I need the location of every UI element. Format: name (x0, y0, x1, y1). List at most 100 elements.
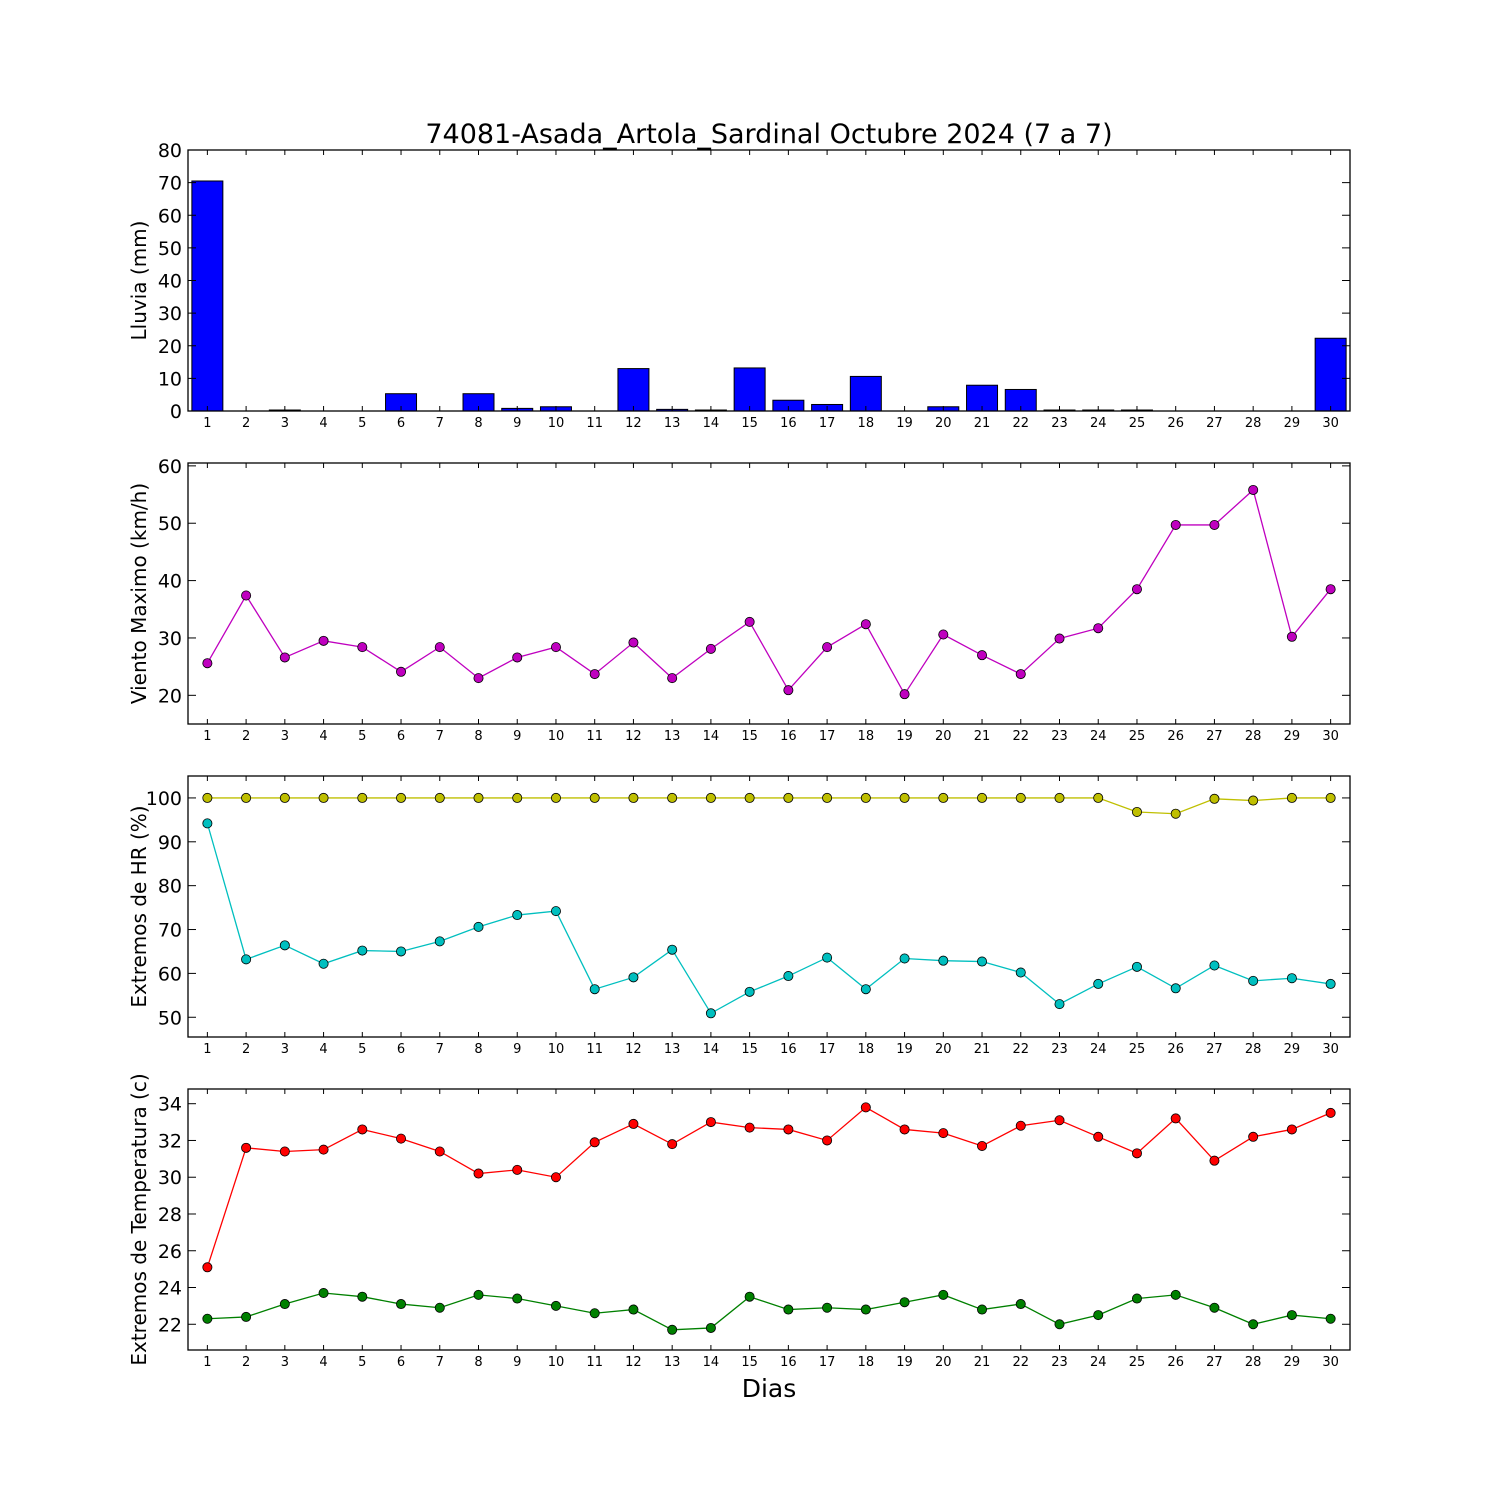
point-temp-2-5 (357, 1291, 368, 1302)
point-hr-2-13 (667, 944, 678, 955)
y-tick-label-rain: 60 (158, 205, 182, 227)
x-tick-label-hr: 30 (1322, 1042, 1339, 1057)
x-tick-label-temp: 17 (819, 1355, 836, 1370)
x-tick-label-wind: 26 (1167, 729, 1184, 744)
point-wind-1-11 (589, 669, 600, 680)
y-tick-label-wind: 60 (158, 456, 182, 478)
y-tick-label-wind: 20 (158, 685, 182, 707)
x-tick-label-hr: 17 (819, 1042, 836, 1057)
y-tick-label-hr: 90 (158, 832, 182, 854)
point-wind-1-1 (202, 658, 213, 669)
point-hr-2-8 (473, 921, 484, 932)
x-tick-label-temp: 23 (1051, 1355, 1068, 1370)
x-tick-label-wind: 22 (1012, 729, 1029, 744)
x-tick-label-hr: 21 (974, 1042, 991, 1057)
point-hr-2-5 (357, 945, 368, 956)
x-tick-label-hr: 19 (896, 1042, 913, 1057)
x-tick-label-wind: 3 (281, 729, 289, 744)
point-wind-1-3 (279, 652, 290, 663)
x-tick-label-wind: 29 (1284, 729, 1301, 744)
point-temp-1-23 (1054, 1115, 1065, 1126)
point-temp-1-17 (822, 1135, 833, 1146)
series-line-hr-2 (206, 823, 1331, 1015)
x-tick-label-wind: 10 (548, 729, 565, 744)
point-temp-1-7 (434, 1146, 445, 1157)
x-tick-label-rain: 13 (664, 416, 681, 431)
x-tick-label-temp: 13 (664, 1355, 681, 1370)
point-temp-1-19 (899, 1124, 910, 1135)
x-tick-label-temp: 27 (1206, 1355, 1223, 1370)
point-temp-2-28 (1248, 1319, 1259, 1330)
x-tick-label-hr: 18 (858, 1042, 875, 1057)
point-hr-2-14 (705, 1008, 716, 1019)
point-temp-2-19 (899, 1297, 910, 1308)
point-hr-1-22 (1015, 792, 1026, 803)
x-tick-label-hr: 10 (548, 1042, 565, 1057)
x-tick-label-wind: 17 (819, 729, 836, 744)
point-temp-1-28 (1248, 1131, 1259, 1142)
x-tick-label-rain: 20 (935, 416, 952, 431)
y-tick-label-hr: 60 (158, 963, 182, 985)
y-tick-label-rain: 70 (158, 173, 182, 195)
x-tick-label-temp: 2 (242, 1355, 250, 1370)
x-tick-label-wind: 24 (1090, 729, 1107, 744)
x-tick-label-rain: 10 (548, 416, 565, 431)
point-hr-1-17 (822, 792, 833, 803)
x-tick-label-rain: 28 (1245, 416, 1262, 431)
point-hr-2-22 (1015, 967, 1026, 978)
series-line-temp-2 (207, 1292, 1331, 1331)
x-tick-label-rain: 3 (281, 416, 289, 431)
x-tick-label-hr: 14 (703, 1042, 720, 1057)
point-temp-2-13 (667, 1324, 678, 1335)
x-tick-label-temp: 25 (1129, 1355, 1146, 1370)
point-temp-2-26 (1170, 1289, 1181, 1300)
x-tick-label-rain: 1 (203, 416, 211, 431)
x-tick-label-temp: 20 (935, 1355, 952, 1370)
point-temp-2-8 (473, 1289, 484, 1300)
point-temp-2-9 (512, 1293, 523, 1304)
point-temp-2-12 (628, 1304, 639, 1315)
point-temp-2-2 (241, 1311, 252, 1322)
x-tick-label-temp: 6 (397, 1355, 405, 1370)
x-tick-label-temp: 3 (281, 1355, 289, 1370)
point-temp-1-13 (667, 1139, 678, 1150)
y-tick-label-temp: 34 (158, 1094, 182, 1116)
x-tick-label-wind: 16 (780, 729, 797, 744)
point-hr-1-8 (473, 792, 484, 803)
point-hr-1-29 (1286, 792, 1297, 803)
point-temp-2-14 (705, 1322, 716, 1333)
point-hr-2-28 (1248, 975, 1259, 986)
y-tick-label-temp: 32 (158, 1130, 182, 1152)
point-hr-2-12 (628, 972, 639, 983)
point-wind-1-5 (357, 642, 368, 653)
x-tick-label-wind: 15 (741, 729, 758, 744)
x-tick-label-wind: 1 (203, 729, 211, 744)
point-temp-2-6 (396, 1299, 407, 1310)
x-tick-label-wind: 9 (513, 729, 521, 744)
point-hr-2-18 (860, 984, 871, 995)
x-tick-label-hr: 16 (780, 1042, 797, 1057)
point-hr-2-9 (512, 910, 523, 921)
point-temp-1-11 (589, 1137, 600, 1148)
point-hr-1-9 (512, 792, 523, 803)
x-tick-label-wind: 5 (358, 729, 366, 744)
x-tick-label-rain: 4 (319, 416, 327, 431)
y-tick-label-rain: 50 (158, 238, 182, 260)
point-wind-1-30 (1325, 584, 1336, 595)
x-tick-label-wind: 18 (858, 729, 875, 744)
point-temp-2-11 (589, 1308, 600, 1319)
x-tick-label-wind: 12 (625, 729, 642, 744)
x-tick-label-rain: 22 (1012, 416, 1029, 431)
x-tick-label-wind: 2 (242, 729, 250, 744)
point-hr-2-11 (589, 984, 600, 995)
point-wind-1-17 (822, 642, 833, 653)
point-temp-2-10 (550, 1300, 561, 1311)
x-tick-label-temp: 22 (1012, 1355, 1029, 1370)
x-tick-label-hr: 11 (586, 1042, 603, 1057)
bar-rain-18 (849, 375, 882, 412)
point-temp-2-18 (860, 1304, 871, 1315)
point-hr-2-19 (899, 953, 910, 964)
point-wind-1-24 (1093, 623, 1104, 634)
point-wind-1-23 (1054, 633, 1065, 644)
